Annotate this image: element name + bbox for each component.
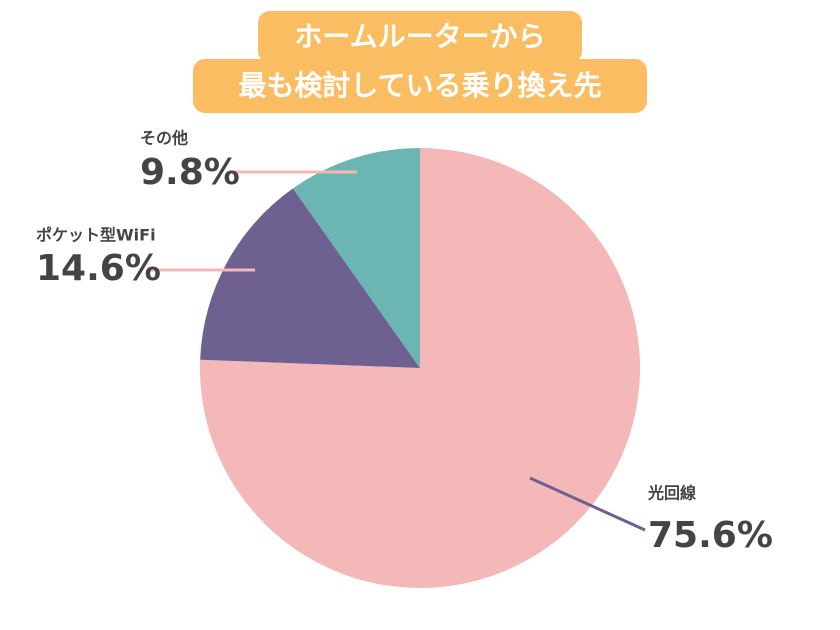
value-label: 14.6% (36, 248, 161, 289)
category-label: 光回線 (647, 484, 696, 503)
title-box (193, 59, 647, 113)
pie-slice (200, 188, 420, 368)
pie-slice (200, 148, 640, 589)
chart-title: ホームルーターから (294, 20, 545, 53)
value-label: 9.8% (140, 152, 240, 193)
category-label: ポケット型WiFi (36, 226, 156, 245)
value-label: 75.6% (648, 515, 773, 556)
leader-line (529, 476, 646, 532)
category-label: その他 (140, 129, 188, 148)
pie-slice (292, 148, 420, 368)
chart-title: 最も検討している乗り換え先 (238, 69, 601, 102)
title-box (258, 11, 582, 63)
